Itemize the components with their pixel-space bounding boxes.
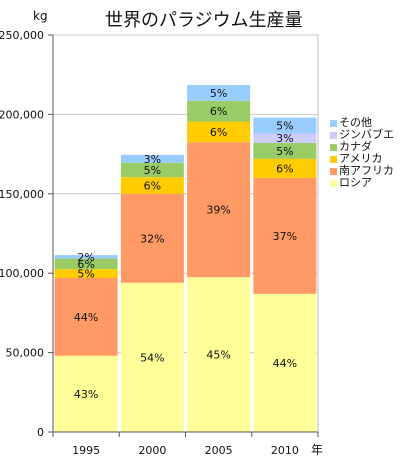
data-label: 45%: [206, 349, 230, 362]
bar-segment: [120, 193, 184, 283]
bar-segment: [253, 117, 317, 134]
chart-title: 世界のパラジウム生産量: [105, 10, 303, 31]
legend-item: ロシア: [330, 177, 394, 189]
bar-segment: [54, 355, 118, 432]
x-axis-label: 年: [311, 443, 324, 457]
y-axis-label: kg: [33, 9, 48, 23]
y-tick-label: 100,000: [0, 267, 44, 280]
bar-segment: [54, 255, 118, 259]
legend-label: 南アフリカ: [339, 164, 394, 177]
bar-segment: [187, 100, 251, 122]
legend-swatch: [330, 179, 337, 187]
data-label: 3%: [276, 132, 293, 145]
data-label: 5%: [276, 120, 293, 133]
bar-segment: [253, 177, 317, 294]
bar-segment: [253, 293, 317, 432]
x-tick-label: 1995: [72, 444, 100, 457]
data-label: 5%: [210, 87, 227, 100]
data-label: 43%: [74, 388, 98, 401]
bar-segment: [253, 133, 317, 143]
data-label: 54%: [140, 351, 164, 364]
data-label: 5%: [144, 164, 161, 177]
bar-segment: [187, 277, 251, 432]
bar-segment: [187, 142, 251, 278]
legend-swatch: [330, 131, 337, 139]
legend-item: ジンバブエ: [330, 129, 394, 141]
data-label: 6%: [210, 105, 227, 118]
legend-label: ジンバブエ: [339, 128, 394, 141]
y-tick-label: 50,000: [6, 347, 45, 360]
data-label: 32%: [140, 232, 164, 245]
bar-segment: [253, 142, 317, 159]
legend-swatch: [330, 119, 337, 127]
data-label: 3%: [144, 153, 161, 166]
legend: その他 ジンバブエ カナダ アメリカ 南アフリカ ロシア: [330, 117, 394, 189]
data-label: 6%: [144, 179, 161, 192]
legend-label: カナダ: [339, 140, 372, 153]
legend-label: アメリカ: [339, 152, 383, 165]
bar-segment: [54, 258, 118, 270]
x-tick-label: 2000: [138, 444, 166, 457]
data-label: 5%: [276, 145, 293, 158]
y-tick-label: 150,000: [0, 188, 44, 201]
legend-item: カナダ: [330, 141, 394, 153]
data-label: 6%: [276, 162, 293, 175]
bar-segment: [54, 277, 118, 356]
data-label: 6%: [77, 258, 94, 271]
y-tick-label: 200,000: [0, 108, 44, 121]
y-tick-label: 0: [37, 426, 44, 439]
bar-segment: [120, 162, 184, 178]
legend-swatch: [330, 167, 337, 175]
data-label: 5%: [77, 268, 94, 281]
legend-swatch: [330, 143, 337, 151]
legend-item: アメリカ: [330, 153, 394, 165]
data-label: 44%: [74, 311, 98, 324]
bar-segment: [187, 85, 251, 101]
legend-label: ロシア: [339, 176, 372, 189]
legend-swatch: [330, 155, 337, 163]
bar-segment: [253, 158, 317, 178]
data-label: 39%: [206, 204, 230, 217]
x-tick-label: 2005: [205, 444, 233, 457]
bar-segment: [54, 269, 118, 278]
data-label: 37%: [273, 230, 297, 243]
bar-segment: [187, 121, 251, 143]
bar-segment: [120, 282, 184, 432]
bar-segment: [120, 177, 184, 194]
x-tick-label: 2010: [271, 444, 299, 457]
data-label: 2%: [77, 251, 94, 264]
bar-segment: [120, 154, 184, 163]
y-tick-label: 250,000: [0, 29, 44, 42]
legend-label: その他: [339, 116, 372, 129]
data-label: 6%: [210, 126, 227, 139]
legend-item: 南アフリカ: [330, 165, 394, 177]
data-label: 44%: [273, 357, 297, 370]
legend-item: その他: [330, 117, 394, 129]
